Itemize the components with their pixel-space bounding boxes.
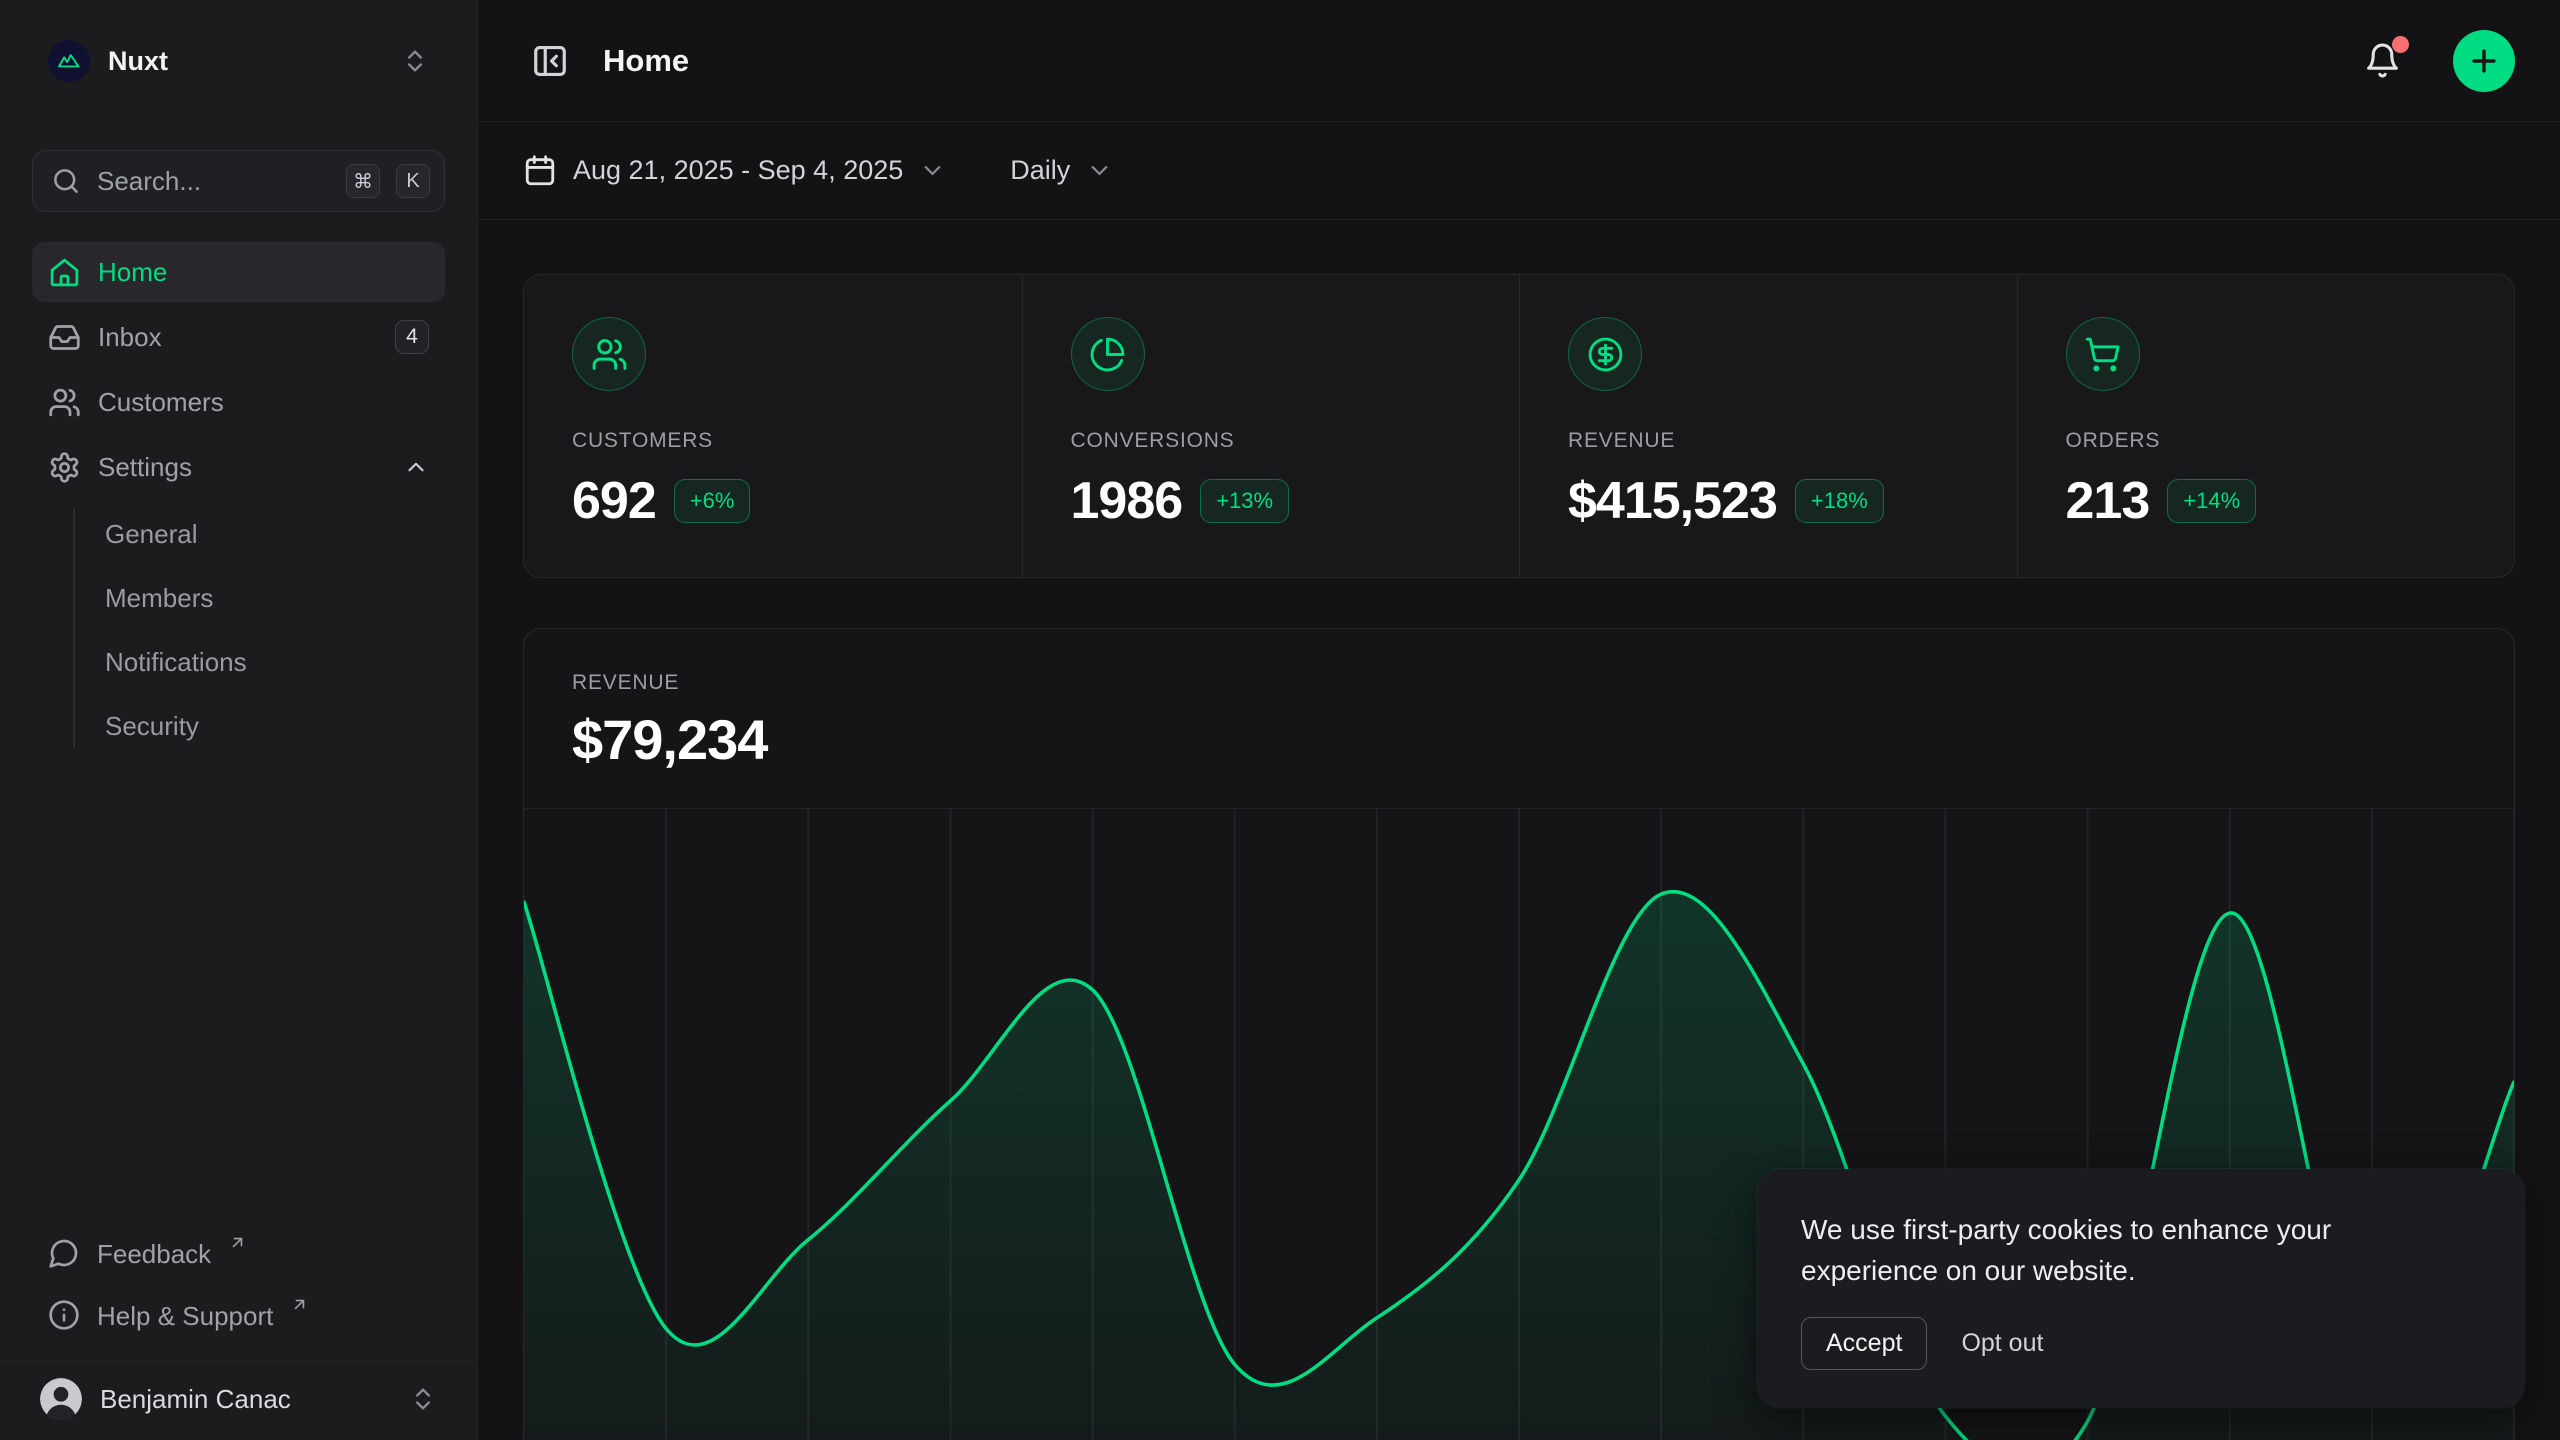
stat-value: 213: [2066, 471, 2150, 531]
kbd-cmd: ⌘: [346, 164, 380, 198]
sidebar-item-settings[interactable]: Settings: [32, 437, 445, 497]
sidebar-item-home[interactable]: Home: [32, 242, 445, 302]
sidebar-item-label: Home: [98, 257, 429, 288]
revenue-value: $79,234: [572, 707, 2466, 772]
chevron-up-icon: [403, 454, 429, 480]
user-name: Benjamin Canac: [100, 1384, 391, 1415]
page-title: Home: [603, 43, 2330, 79]
date-range-value: Aug 21, 2025 - Sep 4, 2025: [573, 155, 903, 186]
revenue-label: REVENUE: [572, 671, 2466, 695]
stats-panel: CUSTOMERS 692 +6% CONVERSIONS 1986 +13%: [523, 274, 2515, 578]
cart-icon: [2066, 317, 2140, 391]
filters-toolbar: Aug 21, 2025 - Sep 4, 2025 Daily: [478, 122, 2560, 220]
nuxt-logo-icon: [48, 40, 90, 82]
stat-label: CUSTOMERS: [572, 429, 974, 453]
stat-delta-badge: +14%: [2167, 479, 2256, 523]
search-icon: [51, 166, 81, 196]
sidebar-item-label: Settings: [98, 452, 386, 483]
stat-delta-badge: +6%: [674, 479, 751, 523]
workspace-name: Nuxt: [108, 46, 383, 77]
sidebar: Nuxt Search... ⌘ K Home: [0, 0, 478, 1440]
stat-card-orders: ORDERS 213 +14%: [2017, 275, 2515, 577]
user-menu[interactable]: Benjamin Canac: [0, 1361, 477, 1440]
stat-value: $415,523: [1568, 471, 1777, 531]
stat-delta-badge: +13%: [1200, 479, 1289, 523]
page-header: Home: [478, 0, 2560, 122]
search-placeholder: Search...: [97, 166, 330, 197]
avatar: [40, 1378, 82, 1420]
collapse-sidebar-button[interactable]: [523, 34, 577, 88]
workspace-switcher[interactable]: Nuxt: [32, 0, 445, 122]
accept-cookies-button[interactable]: Accept: [1801, 1317, 1927, 1370]
search-input[interactable]: Search... ⌘ K: [32, 150, 445, 212]
users-icon: [572, 317, 646, 391]
stat-card-customers: CUSTOMERS 692 +6%: [524, 275, 1022, 577]
home-icon: [48, 256, 81, 289]
sidebar-item-customers[interactable]: Customers: [32, 372, 445, 432]
chevrons-up-down-icon: [409, 1385, 437, 1413]
sidebar-item-members[interactable]: Members: [32, 566, 445, 630]
stat-label: CONVERSIONS: [1071, 429, 1472, 453]
inbox-count-badge: 4: [395, 320, 429, 354]
chevron-down-icon: [919, 157, 946, 184]
cookie-message: We use first-party cookies to enhance yo…: [1801, 1209, 2421, 1291]
users-icon: [48, 386, 81, 419]
sidebar-item-label: Customers: [98, 387, 429, 418]
stat-card-conversions: CONVERSIONS 1986 +13%: [1022, 275, 1520, 577]
pie-chart-icon: [1071, 317, 1145, 391]
stat-value: 1986: [1071, 471, 1183, 531]
notifications-button[interactable]: [2356, 34, 2409, 87]
feedback-link[interactable]: Feedback: [32, 1225, 445, 1287]
add-button[interactable]: [2453, 30, 2515, 92]
app-window: Nuxt Search... ⌘ K Home: [0, 0, 2560, 1440]
notification-dot: [2392, 36, 2409, 53]
stat-label: ORDERS: [2066, 429, 2467, 453]
granularity-select[interactable]: Daily: [1010, 155, 1113, 186]
kbd-k: K: [396, 164, 430, 198]
message-bubble-icon: [48, 1237, 80, 1269]
opt-out-button[interactable]: Opt out: [1961, 1329, 2043, 1358]
sidebar-footer: Feedback Help & Support Benjamin Canac: [32, 1225, 445, 1440]
gear-icon: [48, 451, 81, 484]
inbox-icon: [48, 321, 81, 354]
stat-label: REVENUE: [1568, 429, 1969, 453]
revenue-chart-header: REVENUE $79,234: [524, 629, 2514, 808]
sidebar-item-label: Inbox: [98, 322, 378, 353]
help-support-link[interactable]: Help & Support: [32, 1287, 445, 1349]
external-link-icon: [228, 1233, 247, 1252]
granularity-value: Daily: [1010, 155, 1070, 186]
external-link-icon: [290, 1295, 309, 1314]
sidebar-nav: Home Inbox 4 Customers Settings: [32, 242, 445, 762]
sidebar-item-security[interactable]: Security: [32, 694, 445, 758]
date-range-picker[interactable]: Aug 21, 2025 - Sep 4, 2025: [523, 154, 946, 188]
settings-subnav: General Members Notifications Security: [32, 502, 445, 758]
calendar-icon: [523, 154, 557, 188]
chevrons-up-down-icon: [401, 47, 429, 75]
chevron-down-icon: [1086, 157, 1113, 184]
sidebar-item-notifications[interactable]: Notifications: [32, 630, 445, 694]
sidebar-item-general[interactable]: General: [32, 502, 445, 566]
sidebar-item-inbox[interactable]: Inbox 4: [32, 307, 445, 367]
stat-value: 692: [572, 471, 656, 531]
info-circle-icon: [48, 1299, 80, 1331]
cookie-actions: Accept Opt out: [1801, 1317, 2481, 1370]
dollar-circle-icon: [1568, 317, 1642, 391]
cookie-banner: We use first-party cookies to enhance yo…: [1757, 1169, 2525, 1408]
stat-card-revenue: REVENUE $415,523 +18%: [1519, 275, 2017, 577]
stat-delta-badge: +18%: [1795, 479, 1884, 523]
